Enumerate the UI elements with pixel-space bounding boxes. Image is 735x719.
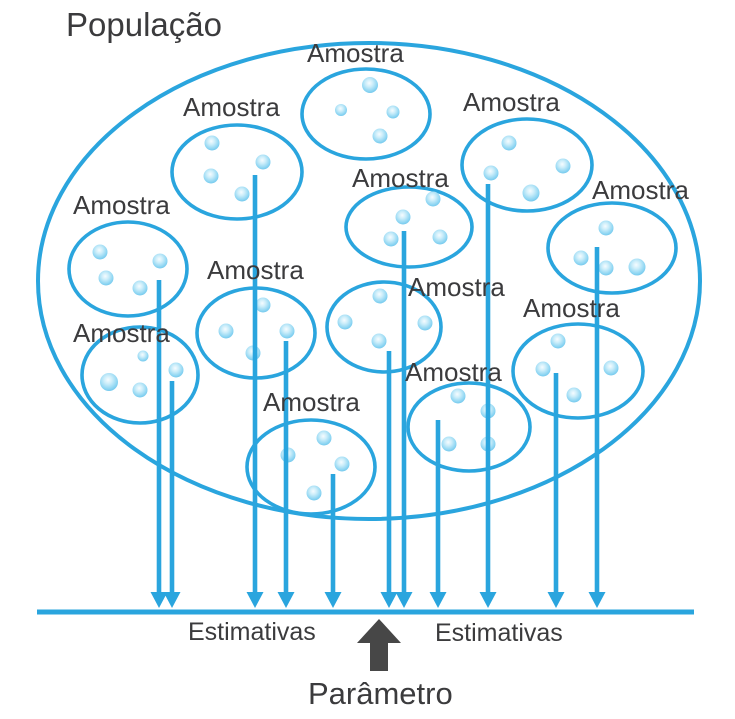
sample-ellipse [300,67,432,161]
sample-dot [204,135,220,151]
sample-dot [425,191,441,207]
sample-dot [337,314,353,330]
sample-dot [100,373,118,391]
sample-dot [535,361,551,377]
sample-dot [386,105,400,119]
sample-label: Amostra [73,190,170,220]
sample-ellipse [460,117,594,213]
sample-label: Amostra [307,38,404,68]
estimate-arrowhead-icon [163,592,181,608]
sample-dot [316,430,332,446]
sample-label: Amostra [592,175,689,205]
sample-dot [132,382,148,398]
estimate-arrowhead-icon [479,592,497,608]
sample-dot [501,135,517,151]
sample-dot [432,229,448,245]
estimate-arrowhead-icon [395,592,413,608]
sample-ellipse [511,322,645,420]
estimate-arrowhead-icon [150,592,168,608]
sample-dot [334,456,350,472]
sample-dot [598,260,614,276]
sample-ellipse [80,325,200,425]
sample-ellipse [344,185,474,269]
sample-dot [255,154,271,170]
sample-label: Amostra [408,272,505,302]
sample-dot [550,333,566,349]
sample-dot [628,258,646,276]
sample-ellipse [170,123,304,221]
sample-dot [603,360,619,376]
sample-ellipse [546,201,678,295]
sample-dot [306,485,322,501]
estimate-arrowhead-icon [547,592,565,608]
sample-dot [132,280,148,296]
estimate-arrowhead-icon [324,592,342,608]
sample-label: Amostra [463,87,560,117]
sample-dot [598,220,614,236]
sample-ellipse [67,220,189,318]
sample-dot [218,323,234,339]
sample-dot [362,77,378,93]
estimate-arrowhead-icon [380,592,398,608]
sample-label: Amostra [352,163,449,193]
estimate-arrowhead-icon [246,592,264,608]
estimates-label: Estimativas [188,618,316,646]
sample-label: Amostra [207,255,304,285]
sample-label: Amostra [523,293,620,323]
sample-dot [441,436,457,452]
sample-ellipse [325,280,443,374]
sample-ellipse [245,418,377,516]
sample-dot [522,184,540,202]
population-label: População [66,6,222,43]
sample-label: Amostra [183,92,280,122]
sample-dot [137,350,149,362]
sample-dot [152,253,168,269]
sample-dot [566,387,582,403]
sample-dot [372,288,388,304]
sample-dot [168,362,184,378]
sample-dot [371,333,387,349]
sample-dot [372,128,388,144]
population-ellipse [36,41,702,521]
parameter-label: Parâmetro [308,676,453,711]
sample-label: Amostra [73,318,170,348]
sample-dot [92,244,108,260]
estimate-arrowhead-icon [429,592,447,608]
sample-dot [279,323,295,339]
sample-label: Amostra [405,357,502,387]
sample-label: Amostra [263,387,360,417]
sample-dot [555,158,571,174]
sample-dot [335,104,347,116]
sample-dot [383,231,399,247]
sample-dot [450,388,466,404]
sample-ellipse [406,381,532,473]
sample-dot [573,250,589,266]
estimate-arrowhead-icon [277,592,295,608]
estimates-label: Estimativas [435,619,563,647]
sample-dot [203,168,219,184]
parameter-up-arrow-icon [357,619,401,671]
sample-dot [417,315,433,331]
sample-dot [98,270,114,286]
sample-dot [255,297,271,313]
estimate-arrowhead-icon [588,592,606,608]
sample-dot [483,165,499,181]
sample-dot [395,209,411,225]
sample-dot [234,186,250,202]
